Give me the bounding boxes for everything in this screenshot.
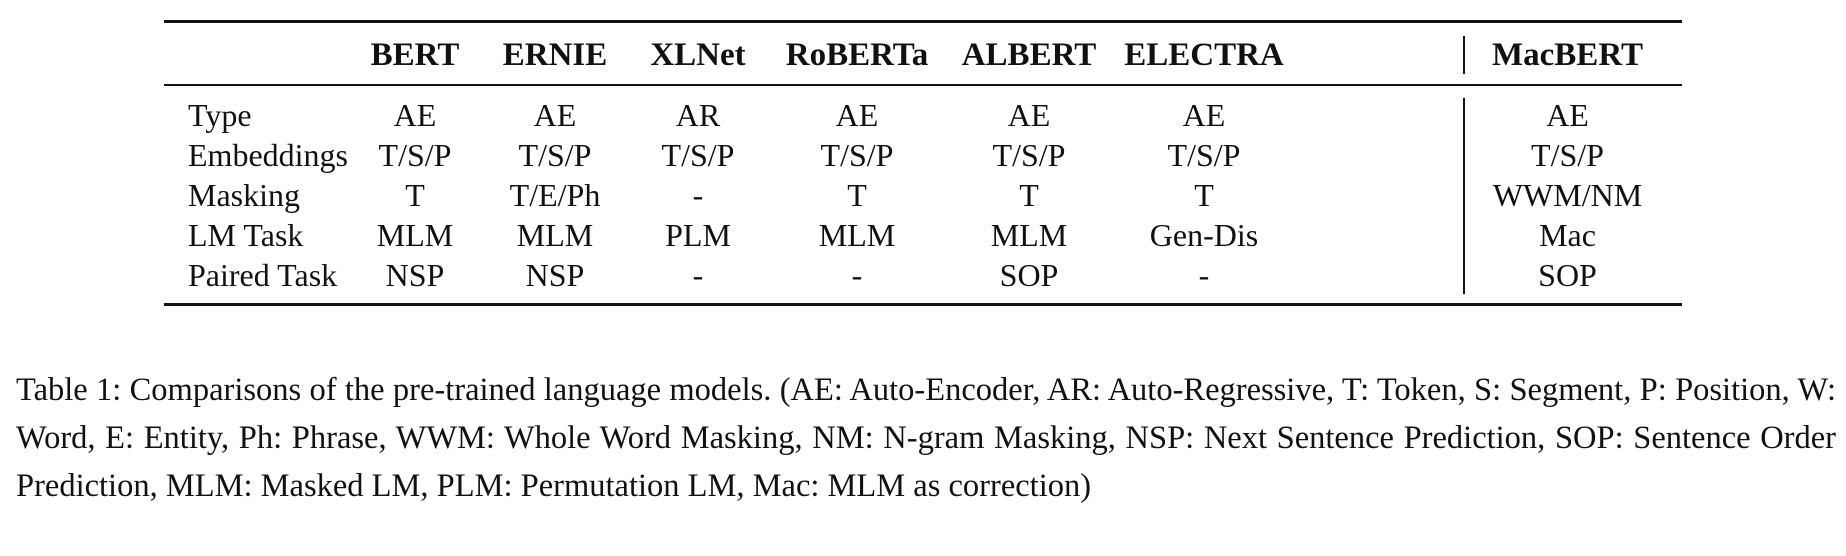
- table-cell: Mac: [1539, 217, 1596, 253]
- table-row: LM Task MLM MLM PLM MLM MLM Gen-Dis Mac: [164, 215, 1682, 255]
- row-label: Type: [188, 97, 252, 133]
- table-cell: SOP: [1538, 257, 1597, 293]
- table-cell: T: [1194, 177, 1214, 213]
- table-cell: AR: [675, 97, 721, 133]
- table-cell: AE: [533, 97, 577, 133]
- table-cell: T/E/Ph: [509, 177, 601, 213]
- table-top-rule: [164, 20, 1682, 23]
- row-label: Embeddings: [188, 137, 348, 173]
- table-cell: T/S/P: [820, 137, 894, 173]
- table-cell: T: [405, 177, 425, 213]
- table-cell: NSP: [385, 257, 445, 293]
- table-cell: T/S/P: [1531, 137, 1604, 173]
- table-row: Embeddings T/S/P T/S/P T/S/P T/S/P T/S/P…: [164, 135, 1682, 175]
- table-bottom-rule: [164, 303, 1682, 306]
- table-row: Paired Task NSP NSP - - SOP - SOP: [164, 255, 1682, 295]
- row-label: Paired Task: [188, 257, 338, 293]
- table-header-rule: [164, 84, 1682, 86]
- table-cell: MLM: [990, 217, 1068, 253]
- column-header-roberta: RoBERTa: [785, 37, 929, 73]
- column-header-electra: ELECTRA: [1124, 37, 1284, 73]
- table-cell: T/S/P: [661, 137, 735, 173]
- table-row: Masking T T/E/Ph - T T T WWM/NM: [164, 175, 1682, 215]
- table-cell: T: [1019, 177, 1039, 213]
- row-label: LM Task: [188, 217, 304, 253]
- table-cell: AE: [1182, 97, 1226, 133]
- table-cell: AE: [1546, 97, 1589, 133]
- table-cell: MLM: [516, 217, 594, 253]
- table-cell: T/S/P: [992, 137, 1066, 173]
- column-header-albert: ALBERT: [961, 37, 1097, 73]
- column-header-bert: BERT: [370, 37, 460, 73]
- table-row: Type AE AE AR AE AE AE AE: [164, 95, 1682, 135]
- table-cell: WWM/NM: [1492, 177, 1643, 213]
- table-cell: SOP: [999, 257, 1059, 293]
- column-header-macbert: MacBERT: [1492, 37, 1643, 73]
- table-cell: MLM: [376, 217, 454, 253]
- table-header-row: BERT ERNIE XLNet RoBERTa ALBERT ELECTRA …: [164, 30, 1682, 80]
- table-caption: Table 1: Comparisons of the pre-trained …: [16, 372, 1836, 504]
- header-column-separator: [1463, 36, 1465, 74]
- table-cell: T: [847, 177, 867, 213]
- table-cell: -: [851, 257, 863, 293]
- table-body: Type AE AE AR AE AE AE AE Embeddings T/S…: [164, 95, 1682, 295]
- row-label: Masking: [188, 177, 300, 213]
- table-cell: AE: [1007, 97, 1051, 133]
- table-cell: NSP: [525, 257, 585, 293]
- table-cell: -: [692, 177, 704, 213]
- table-cell: T/S/P: [1167, 137, 1241, 173]
- table-cell: Gen-Dis: [1149, 217, 1259, 253]
- table-cell: T/S/P: [378, 137, 452, 173]
- table-cell: AE: [393, 97, 437, 133]
- table-cell: -: [692, 257, 704, 293]
- body-column-separator: [1463, 98, 1465, 294]
- table-cell: AE: [835, 97, 879, 133]
- table-cell: -: [1198, 257, 1210, 293]
- table-cell: PLM: [665, 217, 731, 253]
- table-cell: MLM: [818, 217, 896, 253]
- table-cell: T/S/P: [518, 137, 592, 173]
- column-header-xlnet: XLNet: [650, 37, 746, 73]
- column-header-ernie: ERNIE: [502, 37, 608, 73]
